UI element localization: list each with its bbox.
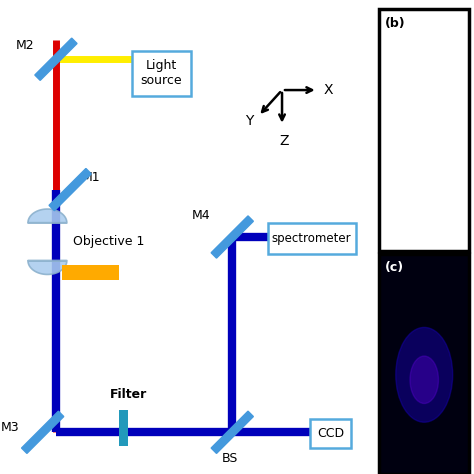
Polygon shape	[35, 38, 77, 81]
Text: Filter: Filter	[110, 389, 147, 401]
Polygon shape	[211, 216, 254, 258]
Text: Light
source: Light source	[140, 59, 182, 88]
Text: spectrometer: spectrometer	[272, 232, 351, 245]
FancyBboxPatch shape	[132, 51, 191, 96]
Text: M2: M2	[16, 38, 34, 52]
FancyBboxPatch shape	[310, 419, 351, 448]
Polygon shape	[28, 209, 67, 223]
Text: BS: BS	[222, 452, 238, 465]
Polygon shape	[28, 261, 67, 274]
Polygon shape	[21, 411, 64, 454]
Polygon shape	[211, 411, 254, 454]
Text: (b): (b)	[385, 17, 406, 29]
Text: Z: Z	[280, 134, 289, 148]
Text: (c): (c)	[385, 261, 404, 273]
Ellipse shape	[396, 328, 453, 422]
FancyBboxPatch shape	[268, 223, 356, 254]
Text: M3: M3	[1, 421, 19, 434]
Text: M4: M4	[192, 209, 210, 222]
Text: M1: M1	[82, 171, 100, 184]
FancyBboxPatch shape	[379, 9, 469, 251]
Text: CCD: CCD	[317, 427, 344, 440]
Text: Objective 1: Objective 1	[73, 235, 145, 248]
Polygon shape	[49, 168, 91, 211]
Ellipse shape	[410, 356, 438, 403]
FancyBboxPatch shape	[379, 254, 469, 474]
Bar	[62, 265, 118, 280]
Text: X: X	[323, 83, 333, 97]
Text: Y: Y	[245, 114, 254, 128]
Bar	[118, 410, 128, 446]
